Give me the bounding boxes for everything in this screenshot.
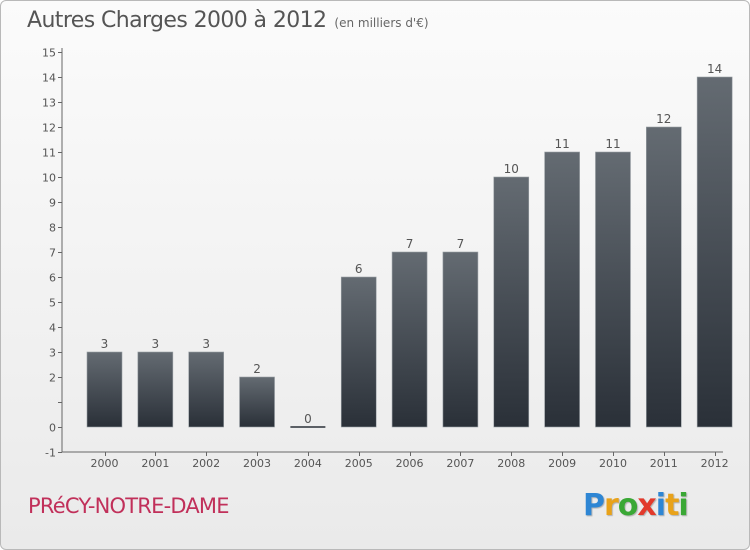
data-label: 10 <box>504 162 519 176</box>
logo-letter: r <box>604 488 619 523</box>
x-tick-label: 2008 <box>497 457 525 470</box>
bar <box>493 176 530 428</box>
chart-subtitle: (en milliers d'€) <box>334 16 429 30</box>
y-tick-label: 5 <box>49 297 56 310</box>
data-label: 11 <box>605 137 620 151</box>
bar <box>442 251 479 428</box>
logo-letter: t <box>665 488 679 523</box>
chart-title: Autres Charges 2000 à 2012 (en milliers d… <box>27 8 429 33</box>
town-name: PRéCY-NOTRE-DAME <box>28 494 230 518</box>
data-label: 6 <box>355 262 363 276</box>
y-tick-label: 9 <box>49 197 56 210</box>
x-tick-label: 2011 <box>650 457 678 470</box>
x-tick-label: 2010 <box>599 457 627 470</box>
data-label: 12 <box>656 112 671 126</box>
x-tick-label: 2012 <box>701 457 729 470</box>
bar <box>646 126 682 428</box>
data-label: 7 <box>457 237 465 251</box>
logo-letter: o <box>617 488 639 523</box>
data-label: 7 <box>406 237 414 251</box>
y-tick-label: 2 <box>49 372 56 385</box>
x-tick-label: 2004 <box>294 457 322 470</box>
logo-letter: i <box>678 488 688 523</box>
x-tick-label: 2007 <box>446 457 474 470</box>
x-tick-label: 2006 <box>396 457 424 470</box>
x-tick-label: 2009 <box>548 457 576 470</box>
bar <box>188 351 224 428</box>
logo-letter: x <box>637 488 656 523</box>
y-tick-label: 10 <box>42 172 56 185</box>
bar <box>86 351 123 428</box>
y-tick-label: 12 <box>42 122 56 135</box>
y-tick-label: -1 <box>45 447 56 460</box>
logo-letter: P <box>583 488 605 523</box>
data-label: 2 <box>253 362 261 376</box>
bar <box>391 251 428 428</box>
y-tick-label: 13 <box>42 97 56 110</box>
y-tick-label: 8 <box>49 222 56 235</box>
y-tick-label: 3 <box>49 347 56 360</box>
bar <box>696 76 733 428</box>
data-label: 3 <box>202 337 210 351</box>
x-tick-label: 2003 <box>243 457 271 470</box>
bar <box>595 151 631 428</box>
x-tick-label: 2005 <box>345 457 373 470</box>
y-tick-label: 4 <box>49 322 56 335</box>
y-tick-label: 6 <box>49 272 56 285</box>
y-tick-label: 15 <box>42 47 56 60</box>
y-tick-label: 7 <box>49 247 56 260</box>
bar <box>340 276 377 428</box>
bar <box>239 376 275 428</box>
x-tick-label: 2000 <box>91 457 119 470</box>
x-tick-label: 2002 <box>192 457 220 470</box>
y-tick-label: 14 <box>42 72 56 85</box>
data-label: 3 <box>101 337 109 351</box>
bar <box>544 151 580 428</box>
y-tick-label: 11 <box>42 147 56 160</box>
bar <box>137 351 174 428</box>
data-label: 11 <box>554 137 569 151</box>
data-label: 14 <box>707 62 722 76</box>
chart-title-text: Autres Charges 2000 à 2012 <box>27 8 327 33</box>
data-label: 0 <box>304 412 312 426</box>
proxiti-logo: Proxiti <box>583 488 689 523</box>
logo-letter: i <box>655 488 666 523</box>
x-tick-label: 2001 <box>141 457 169 470</box>
data-label: 3 <box>152 337 160 351</box>
y-tick-label: 0 <box>49 422 56 435</box>
